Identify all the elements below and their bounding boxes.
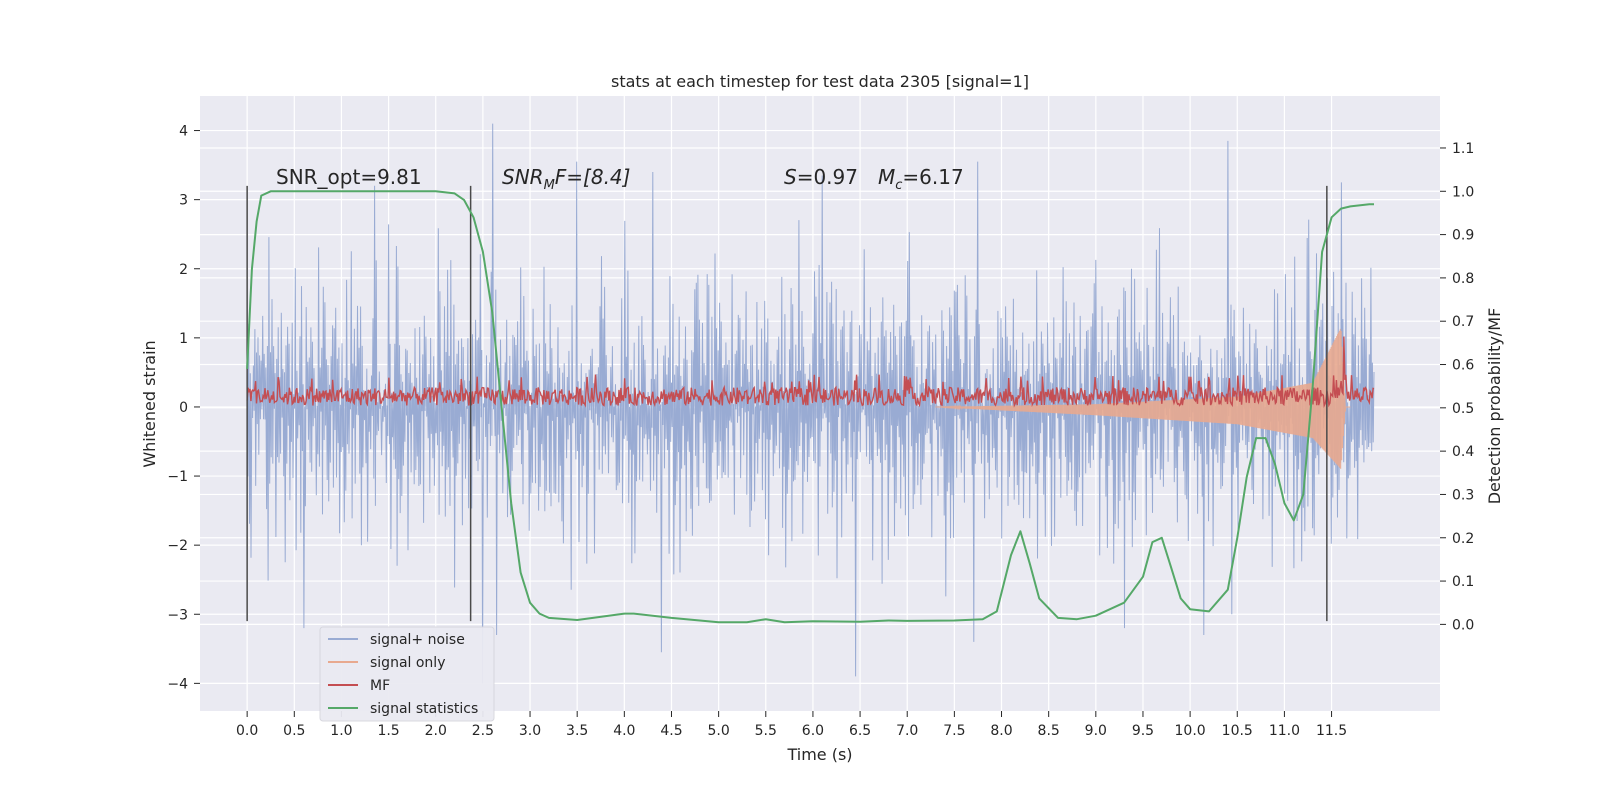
y2-tick-label-4: 0.7 [1452, 314, 1474, 330]
annotation-snr-mf-sub: M [544, 178, 555, 193]
annotation-snr-mf: SNRMF=[8.4] [502, 165, 630, 193]
x-tick-label-19: 9.5 [1132, 723, 1154, 739]
y-tick-label-5: −1 [167, 469, 188, 485]
y2-axis-label: Detection probability/MF [1485, 308, 1504, 505]
x-axis-ticks: 0.0 0.5 1.0 1.5 2.0 2.5 3.0 3.5 4.0 4.5 5.0 5.5 6.0 6… [236, 711, 1347, 739]
annotation-s-name: S [784, 165, 797, 189]
x-tick-label-9: 4.5 [660, 723, 682, 739]
chart-title: stats at each timestep for test data 230… [611, 72, 1029, 91]
y-tick-label-8: −4 [167, 676, 188, 692]
annotation-mc-name: M [878, 165, 895, 189]
x-tick-label-18: 9.0 [1085, 723, 1107, 739]
x-tick-label-16: 8.0 [990, 723, 1012, 739]
x-tick-label-5: 2.5 [472, 723, 494, 739]
y2-tick-label-8: 0.3 [1452, 487, 1474, 503]
y2-tick-label-10: 0.1 [1452, 574, 1474, 590]
annotation-mc-value: =6.17 [902, 165, 963, 189]
legend: signal+ noise signal only MF signal stat… [319, 626, 495, 722]
y2-tick-label-7: 0.4 [1452, 444, 1474, 460]
x-tick-label-20: 10.0 [1175, 723, 1206, 739]
x-tick-label-21: 10.5 [1222, 723, 1253, 739]
x-tick-label-23: 11.5 [1316, 723, 1347, 739]
series-mf [246, 336, 1375, 409]
x-tick-label-1: 0.5 [283, 723, 305, 739]
y2-axis-ticks: 1.1 1.0 0.9 0.8 0.7 0.6 0.5 0.4 0.3 0.2 0.1 0.0 [1440, 141, 1474, 633]
annotation-s-value: =0.97 [797, 165, 858, 189]
legend-box [319, 626, 495, 722]
series-signal-statistics [246, 190, 1374, 624]
y2-tick-label-1: 1.0 [1452, 184, 1474, 200]
y2-tick-label-6: 0.5 [1452, 401, 1474, 417]
x-tick-label-11: 5.5 [755, 723, 777, 739]
legend-label-signal-statistics: signal statistics [370, 701, 478, 717]
annotation-snr-opt: SNR_opt=9.81 [276, 165, 422, 189]
x-tick-label-14: 7.0 [896, 723, 918, 739]
x-tick-label-0: 0.0 [236, 723, 258, 739]
x-tick-label-7: 3.5 [566, 723, 588, 739]
annotation-snr-mf-name: SNR [502, 165, 544, 189]
x-tick-label-4: 2.0 [425, 723, 447, 739]
y-tick-label-1: 3 [179, 193, 188, 209]
y-tick-label-2: 2 [179, 262, 188, 278]
legend-label-signal-plus-noise: signal+ noise [370, 632, 465, 648]
x-tick-label-2: 1.0 [330, 723, 352, 739]
x-tick-label-8: 4.0 [613, 723, 635, 739]
y2-tick-label-5: 0.6 [1452, 358, 1474, 374]
y2-tick-label-9: 0.2 [1452, 531, 1474, 547]
x-tick-label-22: 11.0 [1269, 723, 1300, 739]
y-tick-label-3: 1 [179, 331, 188, 347]
x-tick-label-17: 8.5 [1038, 723, 1060, 739]
y2-tick-label-3: 0.8 [1452, 271, 1474, 287]
x-tick-label-3: 1.5 [377, 723, 399, 739]
y-tick-label-4: 0 [179, 400, 188, 416]
x-tick-label-13: 6.5 [849, 723, 871, 739]
annotation-snr-mf-rest: F=[8.4] [555, 165, 631, 189]
annotation-mc: Mc=6.17 [878, 165, 964, 193]
x-axis-label: Time (s) [786, 745, 852, 764]
marker-lines [246, 185, 1328, 622]
y2-tick-label-11: 0.0 [1452, 617, 1474, 633]
y-tick-label-6: −2 [167, 538, 188, 554]
signal-statistics-line [246, 190, 1374, 624]
legend-label-signal-only: signal only [370, 655, 445, 671]
x-tick-label-15: 7.5 [943, 723, 965, 739]
x-tick-label-10: 5.0 [707, 723, 729, 739]
y2-tick-label-2: 0.9 [1452, 228, 1474, 244]
annotation-mc-sub: c [895, 178, 902, 193]
legend-label-mf: MF [370, 678, 390, 694]
x-tick-label-12: 6.0 [802, 723, 824, 739]
y-axis-ticks: 4 3 2 1 0 −1 −2 −3 −4 [167, 124, 200, 692]
annotation-s: S=0.97 [784, 165, 858, 189]
y-tick-label-0: 4 [179, 124, 188, 140]
y-tick-label-7: −3 [167, 607, 188, 623]
y2-tick-label-0: 1.1 [1452, 141, 1474, 157]
mf-line [246, 336, 1375, 409]
x-tick-label-6: 3.0 [519, 723, 541, 739]
y-axis-label: Whitened strain [140, 340, 159, 467]
